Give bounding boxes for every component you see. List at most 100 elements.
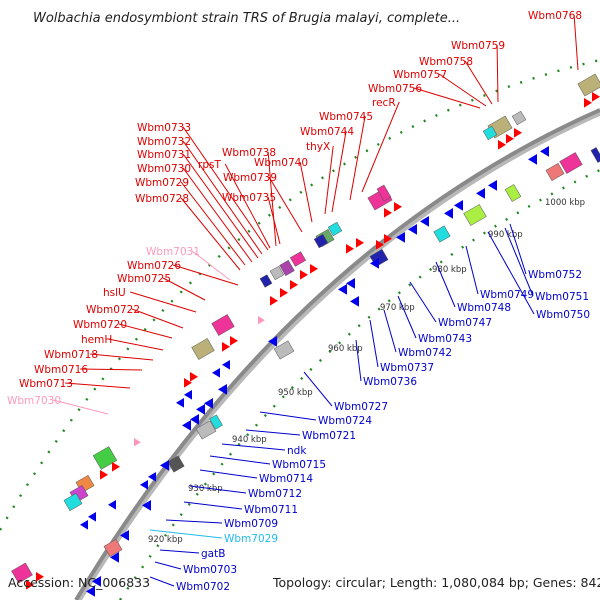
forward-gene-arrow xyxy=(300,270,308,280)
leader-line xyxy=(303,371,333,407)
gene-label-reverse: Wbm0711 xyxy=(244,504,298,516)
gene-label-forward: Wbm0744 xyxy=(300,126,354,138)
gene-label-reverse: Wbm0712 xyxy=(248,488,302,500)
gene-block xyxy=(63,492,83,512)
gene-block xyxy=(273,340,295,360)
gene-block xyxy=(504,184,522,202)
forward-gene-arrow xyxy=(376,240,384,250)
reverse-gene-arrow xyxy=(212,368,220,378)
reverse-gene-arrow xyxy=(140,480,148,490)
gene-label-reverse: Wbm0743 xyxy=(418,333,472,345)
forward-gene-arrow xyxy=(222,342,230,352)
gene-block xyxy=(92,446,118,470)
forward-gene-arrow xyxy=(356,238,364,248)
gene-block xyxy=(269,265,285,281)
gene-label-forward: Wbm0732 xyxy=(137,136,191,148)
leader-line xyxy=(118,323,173,339)
leader-line xyxy=(165,519,223,524)
leader-line xyxy=(182,167,253,263)
gene-block xyxy=(327,221,343,237)
reverse-gene-arrow xyxy=(528,154,537,165)
leader-line xyxy=(504,227,534,297)
gene-block xyxy=(11,562,33,584)
gene-label-forward: Wbm0768 xyxy=(528,10,582,22)
forward-gene-arrow xyxy=(100,470,108,480)
leader-line xyxy=(361,101,400,193)
gene-block xyxy=(259,274,273,288)
reverse-gene-arrow xyxy=(110,552,119,563)
reverse-gene-arrow xyxy=(176,398,184,408)
leader-lines xyxy=(52,14,579,587)
gene-label-forward: Wbm0730 xyxy=(137,163,191,175)
leader-line xyxy=(245,429,301,436)
reverse-gene-arrow xyxy=(420,216,429,227)
reverse-gene-arrow xyxy=(444,208,453,219)
leader-line xyxy=(108,338,164,351)
gene-label-reverse: gatB xyxy=(201,548,225,560)
forward-gene-arrow xyxy=(310,264,318,274)
forward-gene-arrow xyxy=(184,378,192,388)
gene-block xyxy=(195,420,217,440)
topology-summary-text: Topology: circular; Length: 1,080,084 bp… xyxy=(272,575,600,590)
reverse-gene-arrow xyxy=(488,180,497,191)
gene-label-forward: Wbm0720 xyxy=(73,319,127,331)
gene-block xyxy=(191,338,215,360)
gene-label-reverse: Wbm0748 xyxy=(457,302,511,314)
gene-label-forward: Wbm0735 xyxy=(222,192,276,204)
leader-line xyxy=(191,250,231,281)
gene-label-forward: hemH xyxy=(81,334,112,346)
leader-line xyxy=(180,181,246,266)
tick-label: 980 kbp xyxy=(432,265,467,275)
leader-line xyxy=(65,382,131,389)
reverse-gene-arrow xyxy=(142,500,151,511)
reverse-gene-arrow xyxy=(396,232,405,243)
gene-block xyxy=(289,251,307,267)
leader-line xyxy=(369,319,379,368)
leader-line xyxy=(162,277,206,301)
forward-gene-arrow xyxy=(270,296,278,306)
leader-line xyxy=(496,44,499,103)
reverse-gene-arrow xyxy=(350,296,359,307)
gene-label-reverse: Wbm0751 xyxy=(535,291,589,303)
leader-line xyxy=(324,145,334,215)
reverse-gene-arrow xyxy=(408,224,417,235)
reverse-gene-arrow xyxy=(160,460,169,471)
tick-label: 990 kbp xyxy=(488,230,523,240)
gene-label-forward: Wbm0759 xyxy=(451,40,505,52)
gene-label-reverse: Wbm0721 xyxy=(302,430,356,442)
map-title: Wolbachia endosymbiont strain TRS of Bru… xyxy=(33,11,460,26)
leader-line xyxy=(438,73,487,107)
forward-gene-arrow xyxy=(498,140,506,150)
gene-label-forward: recR xyxy=(372,97,396,109)
forward-gene-arrow xyxy=(230,336,238,346)
leader-line xyxy=(159,549,200,554)
gene-label-forward: Wbm0733 xyxy=(137,122,191,134)
leader-line xyxy=(180,197,241,271)
leader-line xyxy=(487,231,535,315)
forward-gene-arrow xyxy=(280,288,288,298)
forward-gene-arrow xyxy=(346,244,354,254)
leader-line xyxy=(397,295,417,339)
gene-label-forward: thyX xyxy=(306,141,330,153)
forward-gene-arrow xyxy=(506,134,514,144)
gene-block xyxy=(482,125,498,141)
forward-gene-arrow xyxy=(190,372,198,382)
leader-line xyxy=(355,339,362,382)
reverse-gene-arrow xyxy=(148,472,156,482)
leader-line xyxy=(465,245,479,295)
reverse-gene-arrow xyxy=(346,278,355,289)
gene-label-forward: Wbm0716 xyxy=(34,364,88,376)
reverse-gene-arrow xyxy=(196,404,205,415)
reverse-gene-arrow xyxy=(108,500,116,510)
gene-block xyxy=(211,314,235,336)
leader-line xyxy=(221,443,286,451)
gene-label-reverse: Wbm0737 xyxy=(380,362,434,374)
forward-gene-arrow xyxy=(592,92,600,102)
leader-line xyxy=(149,529,223,539)
gene-label-reverse: Wbm0727 xyxy=(334,401,388,413)
leader-line xyxy=(573,14,579,71)
gene-labels: Wbm7030 Wbm0713 Wbm0716 Wbm0718 hemH Wbm0720 W… xyxy=(7,10,590,593)
gene-label-reverse: Wbm0736 xyxy=(363,376,417,388)
gene-label-forward: Wbm0728 xyxy=(135,193,189,205)
gene-block xyxy=(279,259,295,277)
